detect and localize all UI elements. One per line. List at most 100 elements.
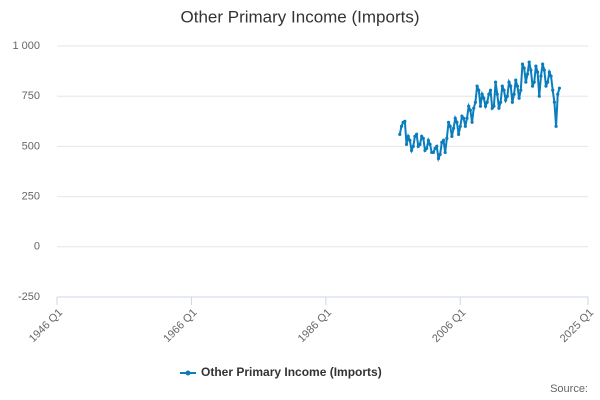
point [556,92,560,96]
point [532,80,536,84]
point [500,84,504,88]
point [436,156,441,161]
point [478,104,483,108]
point [527,60,531,64]
point [438,152,442,157]
point [505,94,509,98]
y-tick-label: 500 [22,140,40,152]
point [537,94,541,98]
point [468,108,472,112]
point [495,92,499,96]
point [546,80,550,84]
x-tick-label: 1966 Q1 [161,307,199,345]
point [467,104,471,108]
series-line [398,61,561,163]
point [455,120,459,124]
x-tick-label: 1946 Q1 [27,307,65,345]
point [441,138,446,142]
point [462,116,466,120]
point [453,116,457,120]
point [409,148,414,153]
point [482,96,486,100]
point [485,100,489,104]
point [547,70,551,74]
point [418,142,422,146]
y-tick-label: -250 [18,291,40,303]
point [458,124,462,128]
point [507,80,511,84]
point [435,144,439,148]
point [541,62,545,66]
point [539,74,543,78]
point [443,150,447,155]
legend-label: Other Primary Income (Imports) [201,365,382,379]
point [457,132,461,136]
point [534,64,538,68]
point [510,100,514,104]
point [530,84,535,88]
point [544,84,548,88]
point [425,146,429,151]
point [448,124,452,128]
point [514,78,518,82]
point [519,88,523,92]
point [403,119,407,123]
point [445,136,449,140]
point [517,96,521,100]
point [488,88,493,92]
x-tick-label: 2025 Q1 [558,307,596,345]
point [497,106,501,110]
point [480,92,484,96]
point [398,132,402,136]
point [515,84,520,88]
point [509,84,513,88]
x-tick-label: 2006 Q1 [430,307,468,345]
point [426,138,430,142]
point [411,144,415,148]
point [493,80,498,84]
y-tick-label: 0 [34,241,40,253]
point [428,142,432,146]
point [524,80,528,84]
point [502,88,506,92]
point [408,138,412,142]
y-tick-label: 1 000 [12,40,40,52]
chart-title: Other Primary Income (Imports) [181,7,420,26]
point [451,126,456,130]
point [487,92,491,96]
point [463,124,467,128]
point [522,66,526,70]
point [535,70,540,74]
point [525,72,530,76]
point [477,88,481,92]
point [551,88,555,92]
point [421,136,425,140]
point [499,100,503,104]
point [450,134,454,138]
point [504,98,508,102]
point [404,142,409,146]
y-tick-label: 250 [22,191,40,203]
x-tick-label: 1986 Q1 [296,307,334,345]
point [475,84,479,88]
point [446,120,451,124]
point [473,100,478,104]
point [472,106,476,110]
point [542,68,546,72]
source: Source: [550,383,588,395]
point [399,124,404,128]
point [431,150,436,155]
point [552,100,556,104]
point [520,62,525,66]
point [512,92,516,96]
point [470,120,474,124]
point [415,132,419,136]
point [549,74,553,78]
point [483,104,488,108]
point [465,116,469,120]
point [406,134,410,138]
point [492,104,496,108]
point [554,124,558,128]
y-tick-label: 750 [22,90,40,102]
